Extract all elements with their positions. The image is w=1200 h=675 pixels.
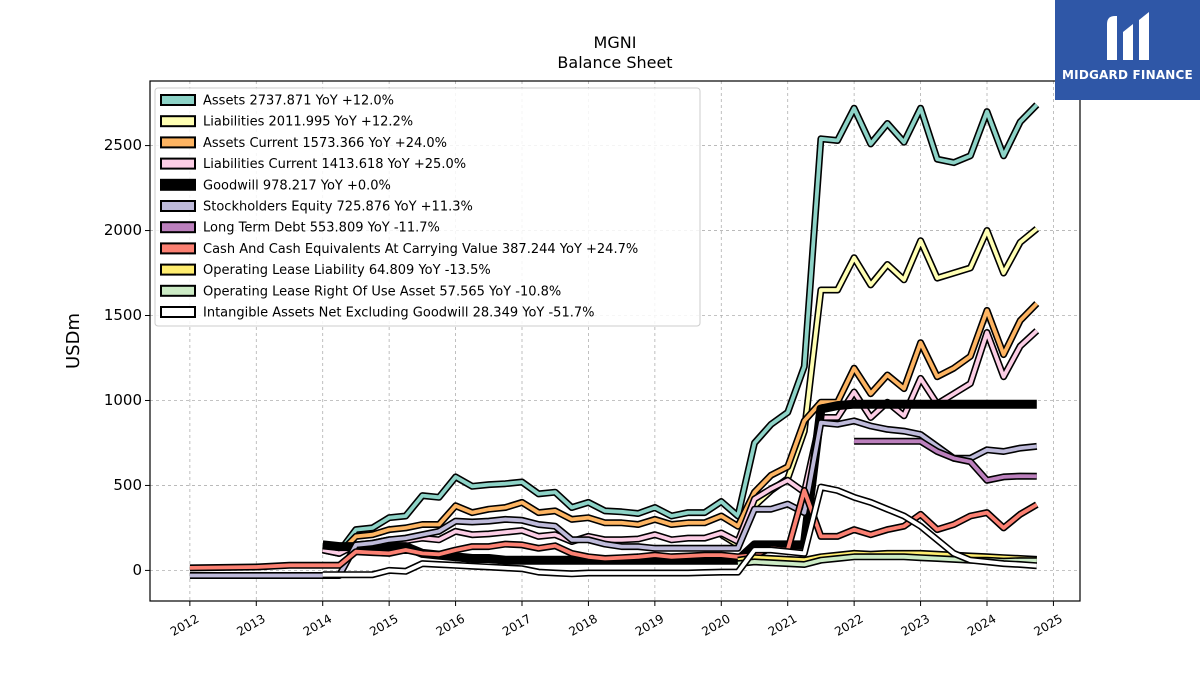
legend-item: Intangible Assets Net Excluding Goodwill… xyxy=(160,306,594,321)
legend-swatch xyxy=(160,200,196,212)
series-lines xyxy=(189,102,1040,579)
x-tick-label: 2022 xyxy=(832,611,865,638)
legend-item: Assets 2737.871 YoY +12.0% xyxy=(160,94,394,109)
series-line xyxy=(189,417,1038,579)
brand-logo: MIDGARD FINANCE xyxy=(1055,0,1200,100)
y-tick-label: 0 xyxy=(132,561,142,579)
y-tick-label: 2500 xyxy=(104,136,142,154)
x-tick-label: 2016 xyxy=(434,611,467,638)
legend-item: Long Term Debt 553.809 YoY -11.7% xyxy=(160,221,440,236)
legend-label: Operating Lease Liability 64.809 YoY -13… xyxy=(203,263,491,278)
series-line-fill xyxy=(322,329,1039,556)
legend-item: Stockholders Equity 725.876 YoY +11.3% xyxy=(160,200,473,215)
brand-name: MIDGARD FINANCE xyxy=(1062,68,1193,82)
legend-label: Liabilities 2011.995 YoY +12.2% xyxy=(203,115,413,130)
y-axis: 0 500 1000 1500 2000 2500 xyxy=(104,136,150,579)
legend-label: Long Term Debt 553.809 YoY -11.7% xyxy=(203,221,440,236)
x-tick-label: 2024 xyxy=(965,611,998,638)
x-tick-label: 2023 xyxy=(899,611,932,638)
series-line-fill xyxy=(322,103,1039,554)
legend-swatch xyxy=(160,242,196,255)
x-tick-label: 2018 xyxy=(566,611,599,638)
legend-item: Liabilities 2011.995 YoY +12.2% xyxy=(160,115,413,130)
legend-label: Cash And Cash Equivalents At Carrying Va… xyxy=(203,242,638,257)
y-tick-label: 2000 xyxy=(104,221,142,239)
legend-label: Liabilities Current 1413.618 YoY +25.0% xyxy=(203,157,466,172)
x-tick-label: 2020 xyxy=(699,611,732,638)
legend-item: Operating Lease Liability 64.809 YoY -13… xyxy=(160,263,491,278)
legend-item: Assets Current 1573.366 YoY +24.0% xyxy=(160,136,447,151)
series-line-fill xyxy=(189,418,1037,578)
legend-swatch xyxy=(160,157,196,170)
series-line-fill xyxy=(322,302,1039,556)
legend-swatch xyxy=(160,136,196,149)
series-line xyxy=(321,328,1040,557)
chart-subtitle: Balance Sheet xyxy=(557,53,672,72)
legend-swatch xyxy=(160,284,196,297)
x-tick-label: 2025 xyxy=(1031,611,1064,638)
legend-swatch xyxy=(160,221,196,234)
legend-label: Intangible Assets Net Excluding Goodwill… xyxy=(203,306,594,321)
legend-label: Stockholders Equity 725.876 YoY +11.3% xyxy=(203,200,473,215)
legend-swatch xyxy=(160,263,196,276)
legend-label: Goodwill 978.217 YoY +0.0% xyxy=(203,178,391,193)
y-tick-label: 500 xyxy=(113,476,142,494)
legend: Assets 2737.871 YoY +12.0% Liabilities 20… xyxy=(154,87,701,327)
x-tick-label: 2014 xyxy=(301,611,334,638)
series-line xyxy=(321,102,1040,556)
x-tick-label: 2021 xyxy=(766,611,799,638)
legend-label: Assets Current 1573.366 YoY +24.0% xyxy=(203,136,447,151)
legend-box xyxy=(154,87,701,327)
legend-item: Operating Lease Right Of Use Asset 57.56… xyxy=(160,284,561,299)
x-axis: 2012 2013 2014 2015 2016 2017 2018 2019 2020 2021… xyxy=(168,601,1065,639)
legend-swatch xyxy=(160,115,196,128)
legend-swatch xyxy=(160,178,196,191)
midgard-logo-icon xyxy=(1107,12,1149,60)
x-tick-label: 2017 xyxy=(500,611,533,638)
plot-frame xyxy=(149,80,1081,602)
series-line xyxy=(321,301,1040,557)
x-tick-label: 2013 xyxy=(234,611,267,638)
x-tick-label: 2015 xyxy=(367,611,400,638)
legend-item: Liabilities Current 1413.618 YoY +25.0% xyxy=(160,157,466,172)
legend-item: Goodwill 978.217 YoY +0.0% xyxy=(160,178,391,193)
y-axis-label: USDm xyxy=(63,313,84,369)
legend-label: Operating Lease Right Of Use Asset 57.56… xyxy=(203,284,561,299)
x-tick-label: 2012 xyxy=(168,611,201,638)
series-line-fill xyxy=(854,439,1037,483)
series-line-fill xyxy=(322,485,1037,577)
chart-title: MGNI xyxy=(594,33,637,52)
series-line xyxy=(854,437,1037,484)
x-tick-label: 2019 xyxy=(633,611,666,638)
legend-label: Assets 2737.871 YoY +12.0% xyxy=(203,94,394,109)
legend-swatch xyxy=(160,94,196,106)
series-line xyxy=(322,483,1038,579)
legend-swatch xyxy=(160,306,196,318)
legend-item: Cash And Cash Equivalents At Carrying Va… xyxy=(160,242,638,257)
y-tick-label: 1000 xyxy=(104,391,142,409)
y-tick-label: 1500 xyxy=(104,306,142,324)
